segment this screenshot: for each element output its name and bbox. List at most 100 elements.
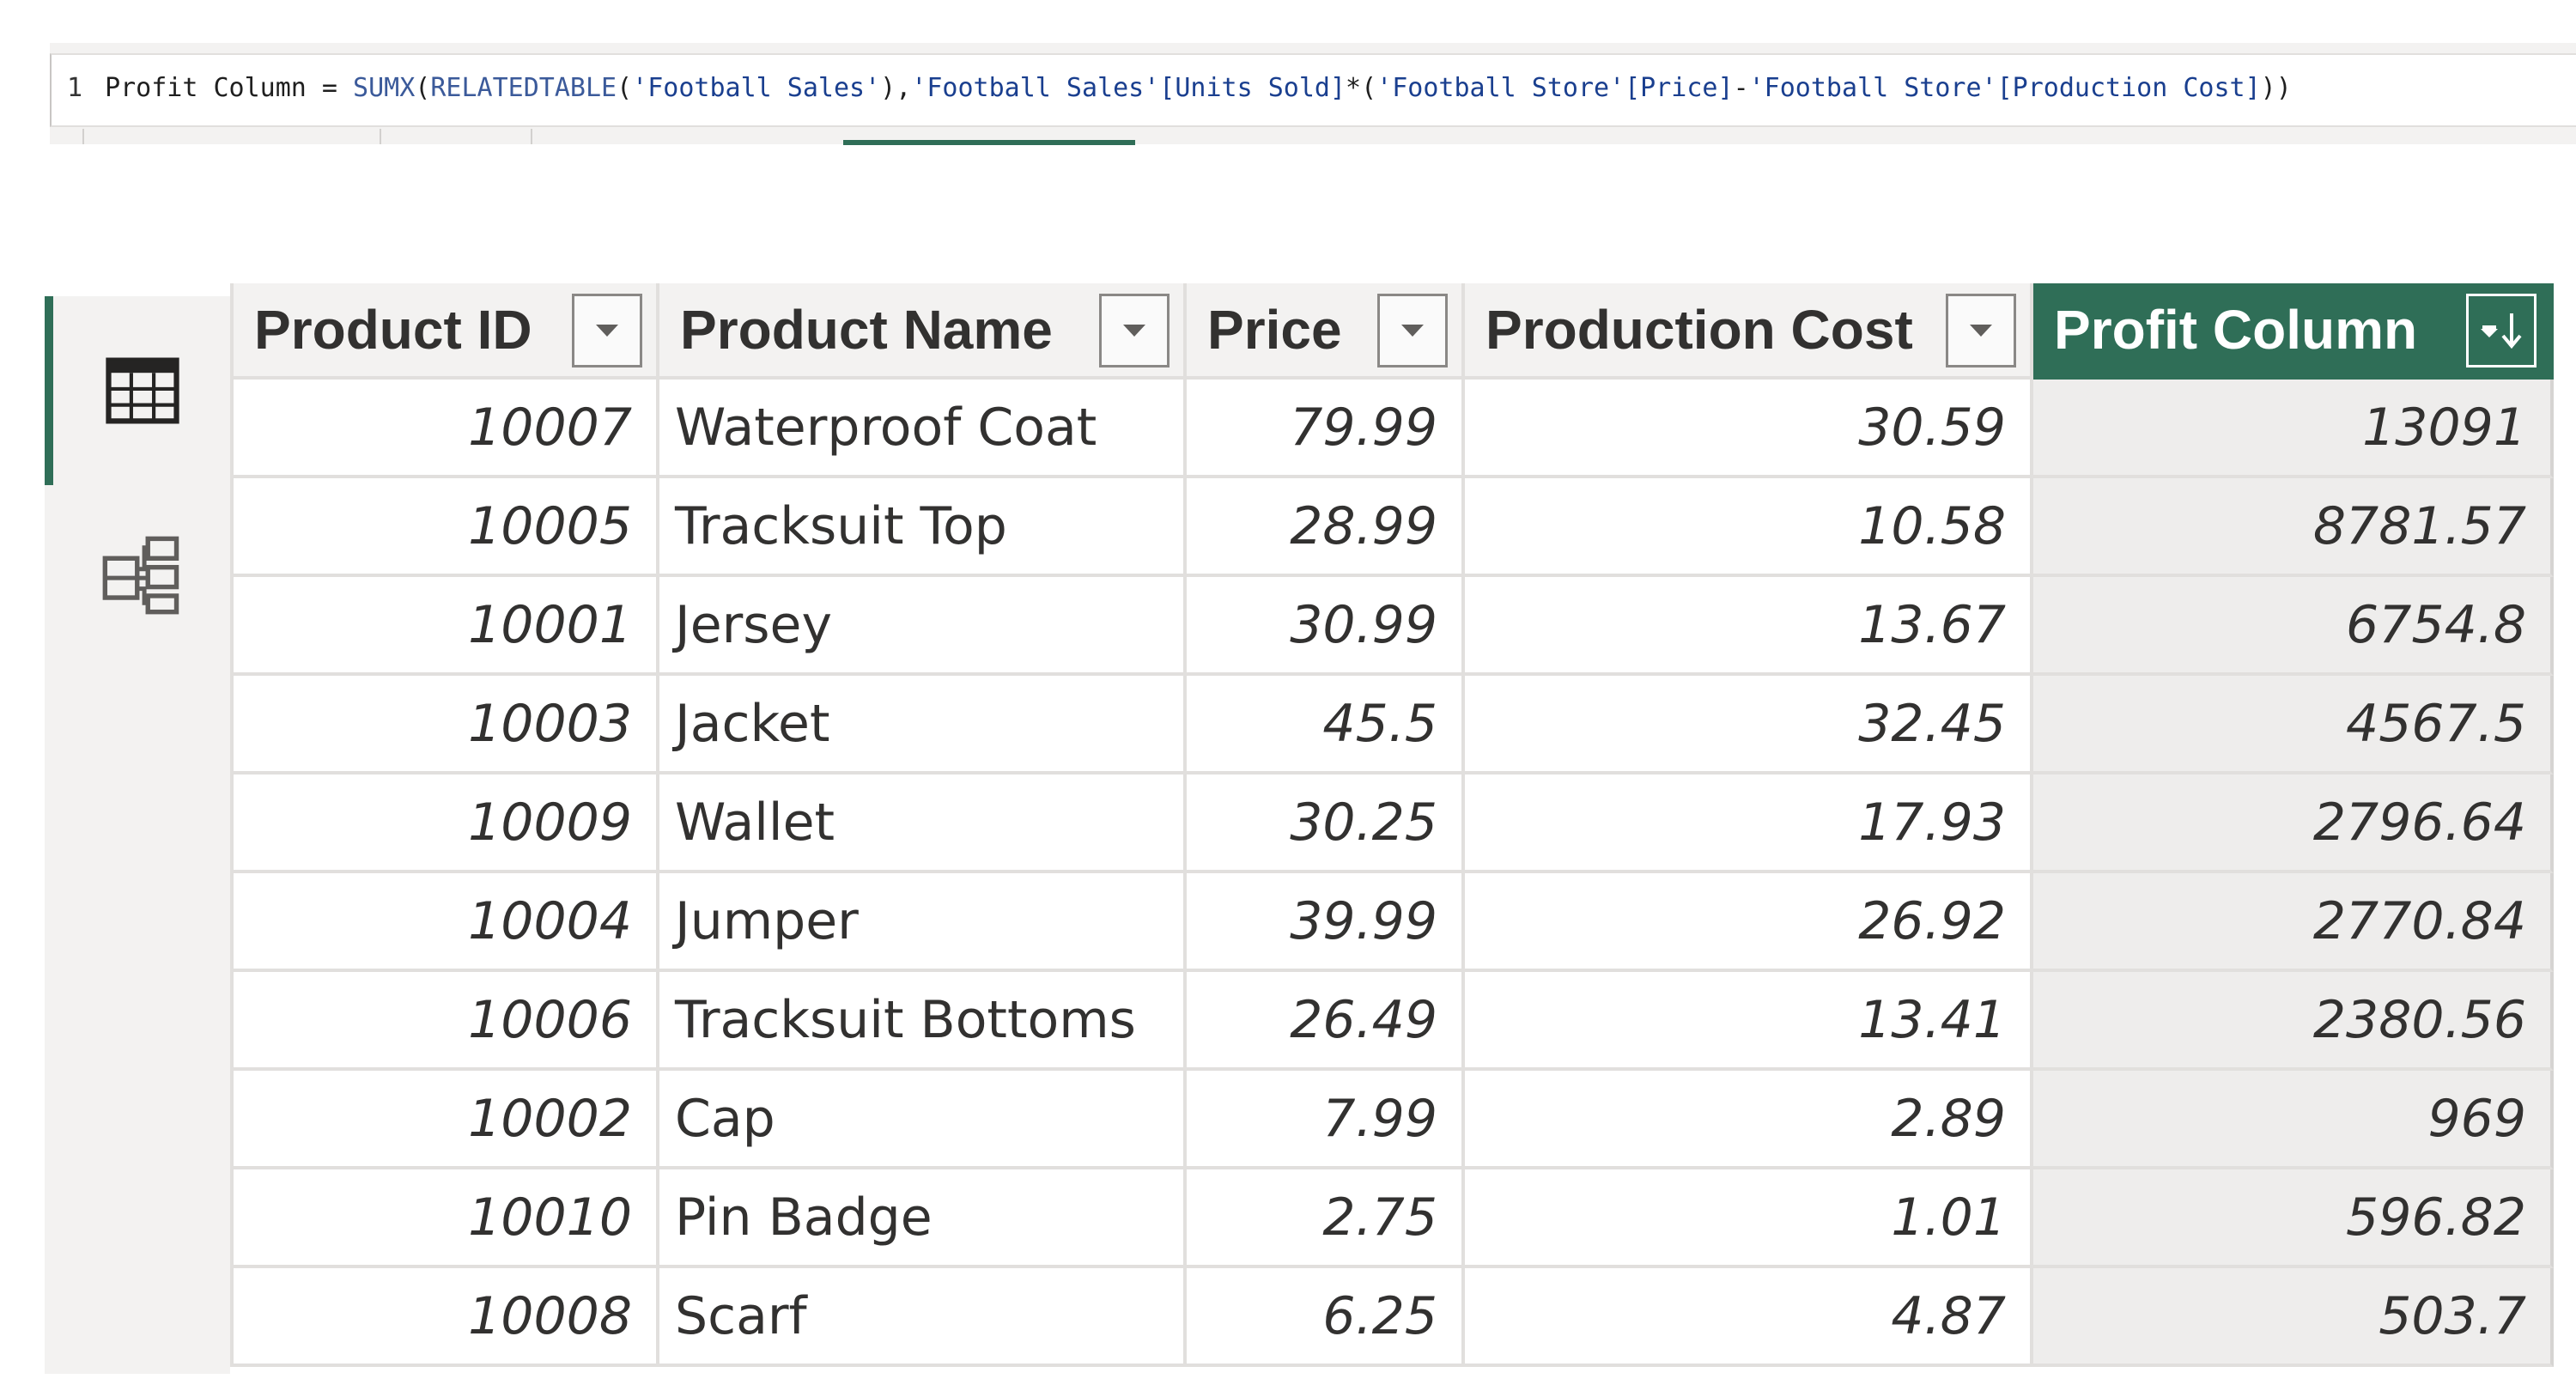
cell-production-cost[interactable]: 13.41 (1465, 972, 2033, 1071)
formula-token: SUMX (353, 73, 416, 103)
table-row[interactable]: 10007 Waterproof Coat 79.99 30.59 13091 (230, 380, 2554, 478)
tab-strip (50, 129, 2576, 145)
column-header-product-name[interactable]: Product Name (659, 283, 1187, 380)
table-icon[interactable] (98, 346, 187, 435)
column-header-profit-column[interactable]: Profit Column (2033, 283, 2554, 380)
cell-profit-column[interactable]: 503.7 (2033, 1268, 2554, 1367)
cell-product-id[interactable]: 10007 (230, 380, 659, 478)
cell-product-name[interactable]: Jumper (659, 873, 1187, 972)
cell-production-cost[interactable]: 2.89 (1465, 1071, 2033, 1169)
cell-production-cost[interactable]: 30.59 (1465, 380, 2033, 478)
cell-product-name[interactable]: Tracksuit Top (659, 478, 1187, 577)
table-row[interactable]: 10005 Tracksuit Top 28.99 10.58 8781.57 (230, 478, 2554, 577)
formula-token: *( (1346, 73, 1377, 103)
data-grid: Product ID Product Name Price Production Co… (230, 283, 2554, 1367)
column-header-label: Price (1207, 299, 1342, 361)
table-row[interactable]: 10010 Pin Badge 2.75 1.01 596.82 (230, 1169, 2554, 1268)
cell-product-id[interactable]: 10004 (230, 873, 659, 972)
cell-product-id[interactable]: 10003 (230, 676, 659, 774)
formula-token: ), (880, 73, 912, 103)
active-view-indicator (45, 296, 53, 485)
cell-production-cost[interactable]: 4.87 (1465, 1268, 2033, 1367)
view-rail (45, 296, 230, 1374)
cell-profit-column[interactable]: 6754.8 (2033, 577, 2554, 676)
formula-token: ( (415, 73, 431, 103)
cell-profit-column[interactable]: 4567.5 (2033, 676, 2554, 774)
cell-price[interactable]: 79.99 (1187, 380, 1465, 478)
cell-product-name[interactable]: Jacket (659, 676, 1187, 774)
filter-dropdown-icon[interactable] (572, 294, 642, 367)
cell-product-name[interactable]: Scarf (659, 1268, 1187, 1367)
table-row[interactable]: 10006 Tracksuit Bottoms 26.49 13.41 2380.56 (230, 972, 2554, 1071)
cell-profit-column[interactable]: 2796.64 (2033, 774, 2554, 873)
cell-product-name[interactable]: Tracksuit Bottoms (659, 972, 1187, 1071)
formula-token: Profit Column = (105, 73, 354, 103)
cell-price[interactable]: 30.25 (1187, 774, 1465, 873)
formula-line[interactable]: 1 Profit Column = SUMX(RELATEDTABLE('Foot… (67, 69, 2292, 108)
table-row[interactable]: 10004 Jumper 39.99 26.92 2770.84 (230, 873, 2554, 972)
line-number: 1 (67, 73, 83, 103)
column-header-label: Product ID (254, 299, 532, 361)
cell-price[interactable]: 2.75 (1187, 1169, 1465, 1268)
formula-token: 'Football Sales'[Units Sold] (911, 73, 1346, 103)
cell-price[interactable]: 45.5 (1187, 676, 1465, 774)
filter-dropdown-icon[interactable] (1946, 294, 2016, 367)
sort-descending-icon[interactable] (2466, 294, 2537, 367)
column-header-price[interactable]: Price (1187, 283, 1465, 380)
cell-production-cost[interactable]: 1.01 (1465, 1169, 2033, 1268)
cell-product-name[interactable]: Jersey (659, 577, 1187, 676)
formula-token: 'Football Store'[Production Cost] (1748, 73, 2261, 103)
table-row[interactable]: 10001 Jersey 30.99 13.67 6754.8 (230, 577, 2554, 676)
cell-production-cost[interactable]: 13.67 (1465, 577, 2033, 676)
column-header-production-cost[interactable]: Production Cost (1465, 283, 2033, 380)
table-row[interactable]: 10008 Scarf 6.25 4.87 503.7 (230, 1268, 2554, 1367)
tab-divider (531, 129, 532, 144)
cell-product-id[interactable]: 10005 (230, 478, 659, 577)
cell-profit-column[interactable]: 2380.56 (2033, 972, 2554, 1071)
cell-price[interactable]: 28.99 (1187, 478, 1465, 577)
formula-token: RELATEDTABLE (430, 73, 617, 103)
cell-price[interactable]: 39.99 (1187, 873, 1465, 972)
cell-profit-column[interactable]: 2770.84 (2033, 873, 2554, 972)
formula-token: 'Football Sales' (632, 73, 881, 103)
cell-product-name[interactable]: Wallet (659, 774, 1187, 873)
cell-production-cost[interactable]: 26.92 (1465, 873, 2033, 972)
formula-editor[interactable]: 1 Profit Column = SUMX(RELATEDTABLE('Foot… (50, 53, 2576, 127)
grid-header: Product ID Product Name Price Production Co… (230, 283, 2554, 380)
cell-profit-column[interactable]: 596.82 (2033, 1169, 2554, 1268)
table-row[interactable]: 10003 Jacket 45.5 32.45 4567.5 (230, 676, 2554, 774)
column-header-product-id[interactable]: Product ID (230, 283, 659, 380)
cell-product-name[interactable]: Pin Badge (659, 1169, 1187, 1268)
cell-product-id[interactable]: 10006 (230, 972, 659, 1071)
cell-price[interactable]: 7.99 (1187, 1071, 1465, 1169)
column-header-label: Product Name (680, 299, 1053, 361)
cell-price[interactable]: 30.99 (1187, 577, 1465, 676)
cell-product-id[interactable]: 10001 (230, 577, 659, 676)
column-header-label: Production Cost (1485, 299, 1913, 361)
formula-token: 'Football Store'[Price] (1376, 73, 1734, 103)
cell-price[interactable]: 26.49 (1187, 972, 1465, 1071)
cell-product-id[interactable]: 10009 (230, 774, 659, 873)
cell-profit-column[interactable]: 13091 (2033, 380, 2554, 478)
cell-product-name[interactable]: Waterproof Coat (659, 380, 1187, 478)
table-row[interactable]: 10009 Wallet 30.25 17.93 2796.64 (230, 774, 2554, 873)
model-icon[interactable] (98, 530, 187, 619)
cell-product-name[interactable]: Cap (659, 1071, 1187, 1169)
cell-production-cost[interactable]: 10.58 (1465, 478, 2033, 577)
filter-dropdown-icon[interactable] (1377, 294, 1448, 367)
cell-production-cost[interactable]: 17.93 (1465, 774, 2033, 873)
formula-token: )) (2260, 73, 2292, 103)
cell-production-cost[interactable]: 32.45 (1465, 676, 2033, 774)
formula-token: ( (617, 73, 633, 103)
grid-body: 10007 Waterproof Coat 79.99 30.59 13091 10005… (230, 380, 2554, 1367)
cell-profit-column[interactable]: 969 (2033, 1071, 2554, 1169)
cell-product-id[interactable]: 10010 (230, 1169, 659, 1268)
table-row[interactable]: 10002 Cap 7.99 2.89 969 (230, 1071, 2554, 1169)
column-header-label: Profit Column (2054, 299, 2418, 361)
cell-price[interactable]: 6.25 (1187, 1268, 1465, 1367)
cell-profit-column[interactable]: 8781.57 (2033, 478, 2554, 577)
cell-product-id[interactable]: 10002 (230, 1071, 659, 1169)
filter-dropdown-icon[interactable] (1099, 294, 1170, 367)
formula-text[interactable]: Profit Column = SUMX(RELATEDTABLE('Footb… (105, 73, 2292, 103)
cell-product-id[interactable]: 10008 (230, 1268, 659, 1367)
